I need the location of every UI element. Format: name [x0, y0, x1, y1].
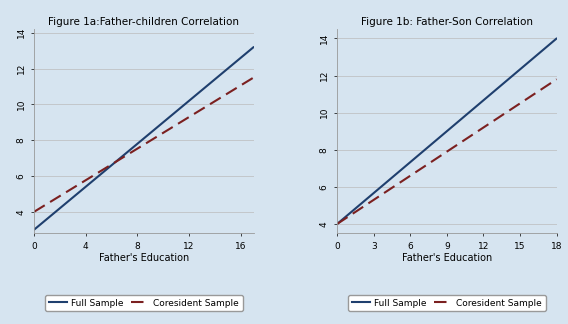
Legend: Full Sample, Coresident Sample: Full Sample, Coresident Sample	[45, 295, 243, 311]
Title: Figure 1b: Father-Son Correlation: Figure 1b: Father-Son Correlation	[361, 17, 533, 27]
Legend: Full Sample, Coresident Sample: Full Sample, Coresident Sample	[348, 295, 546, 311]
Title: Figure 1a:Father-children Correlation: Figure 1a:Father-children Correlation	[48, 17, 239, 27]
X-axis label: Father's Education: Father's Education	[99, 253, 189, 263]
X-axis label: Father's Education: Father's Education	[402, 253, 492, 263]
